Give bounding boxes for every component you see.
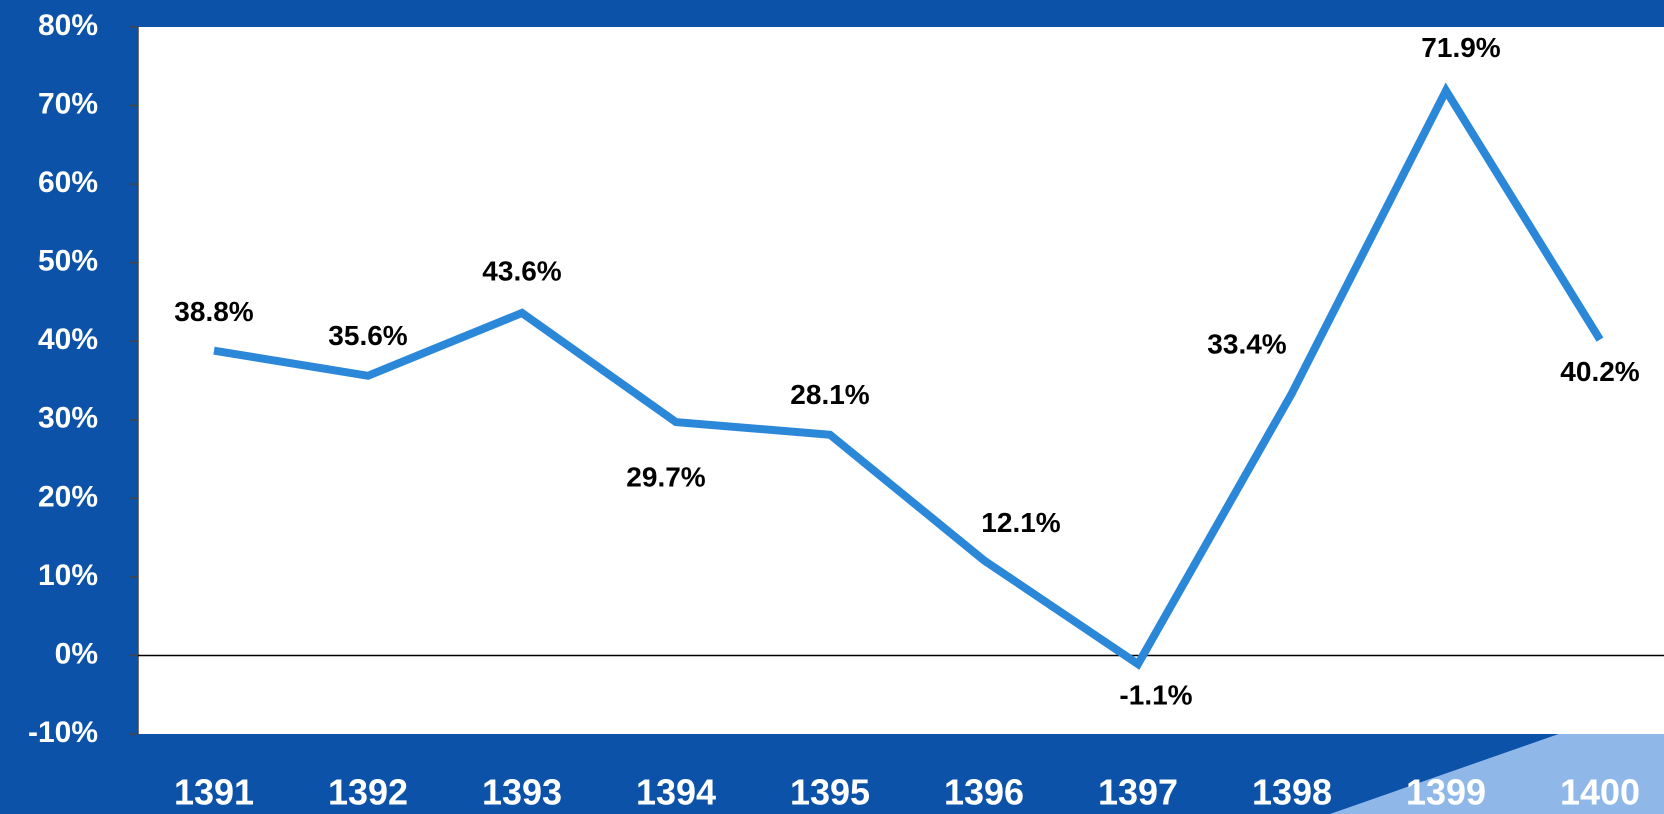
x-tick-label: 1398: [1252, 772, 1332, 813]
plot-area: [138, 27, 1664, 734]
y-tick-label: 0%: [55, 637, 98, 670]
data-label: 38.8%: [174, 296, 253, 327]
data-label: 33.4%: [1207, 328, 1286, 359]
y-tick-label: 80%: [38, 9, 98, 42]
x-tick-label: 1391: [174, 772, 254, 813]
y-tick-label: 30%: [38, 402, 98, 435]
y-tick-label: 20%: [38, 480, 98, 513]
x-tick-label: 1399: [1406, 772, 1486, 813]
line: [213, 82, 1604, 670]
x-tick-label: 1396: [944, 772, 1024, 813]
y-tick-label: 50%: [38, 245, 98, 278]
y-tick-label: -10%: [28, 716, 98, 749]
y-tick-label: 40%: [38, 323, 98, 356]
data-label: 71.9%: [1421, 32, 1500, 63]
data-label: 40.2%: [1560, 356, 1639, 387]
y-tick-label: 70%: [38, 87, 98, 120]
data-label: 28.1%: [790, 379, 869, 410]
decoration: [1330, 730, 1664, 814]
x-tick-label: 1394: [636, 772, 716, 813]
x-tick-label: 1395: [790, 772, 870, 813]
x-tick-label: 1397: [1098, 772, 1178, 813]
data-label: 35.6%: [328, 320, 407, 351]
data-label: -1.1%: [1119, 679, 1192, 710]
data-label: 29.7%: [626, 462, 705, 493]
x-tick-label: 1400: [1560, 772, 1640, 813]
data-label: 43.6%: [482, 255, 561, 286]
x-tick-label: 1393: [482, 772, 562, 813]
x-tick-label: 1392: [328, 772, 408, 813]
y-tick-label: 10%: [38, 559, 98, 592]
y-tick-label: 60%: [38, 166, 98, 199]
data-label: 12.1%: [981, 507, 1060, 538]
